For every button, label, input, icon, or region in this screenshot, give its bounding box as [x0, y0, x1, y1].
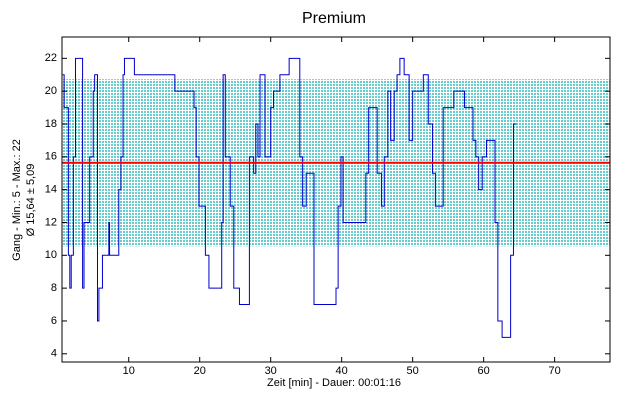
plot-frame — [61, 36, 611, 363]
y-tick-label: 22 — [45, 52, 57, 64]
y-tick-label: 20 — [45, 85, 57, 97]
y-tick-label: 8 — [51, 282, 57, 294]
x-tick-label: 30 — [265, 365, 277, 377]
y-axis-label: Ø 15,64 ± 5,09 — [25, 164, 37, 237]
x-tick-label: 60 — [478, 365, 490, 377]
x-tick-label: 10 — [123, 365, 135, 377]
y-tick-label: 10 — [45, 249, 57, 261]
y-tick-label: 14 — [45, 184, 57, 196]
x-tick-label: 40 — [336, 365, 348, 377]
y-tick-label: 6 — [51, 315, 57, 327]
data-line — [62, 57, 517, 338]
y-axis-label: Gang - Min.: 5 - Max.: 22 — [11, 139, 23, 261]
chart-title: Premium — [302, 10, 366, 27]
x-tick-label: 50 — [407, 365, 419, 377]
x-axis-label: Zeit [min] - Dauer: 00:01:16 — [267, 377, 401, 389]
x-tick-label: 70 — [549, 365, 561, 377]
y-tick-label: 4 — [51, 348, 57, 360]
y-tick-label: 18 — [45, 118, 57, 130]
x-tick-label: 20 — [194, 365, 206, 377]
y-tick-label: 12 — [45, 216, 57, 228]
y-tick-label: 16 — [45, 151, 57, 163]
